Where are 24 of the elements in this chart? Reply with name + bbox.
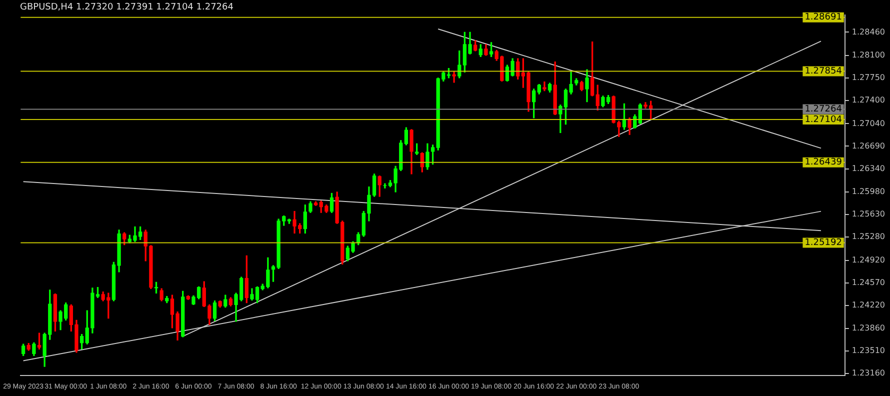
y-tick-label: 1.25630 (852, 210, 886, 219)
y-tick-label: 1.28100 (852, 50, 886, 60)
ref-line-label: 1.28691 (804, 12, 842, 23)
ref-line-label: 1.26439 (804, 158, 842, 168)
y-tick-label: 1.26690 (852, 141, 886, 150)
ref-line-label: 1.27264 (804, 104, 842, 115)
ref-line-label: 1.27854 (804, 66, 842, 77)
y-tick-label: 1.26340 (852, 164, 886, 173)
y-tick-label: 1.24570 (852, 278, 886, 287)
y-tick-label: 1.27750 (852, 73, 886, 82)
ref-line-label: 1.25192 (804, 238, 842, 248)
y-tick-label: 1.25280 (852, 232, 886, 242)
y-tick-label: 1.28460 (852, 27, 886, 36)
y-tick-label: 1.23860 (852, 324, 886, 333)
y-tick-label: 1.27040 (852, 118, 886, 128)
y-tick-label: 1.23160 (852, 368, 886, 378)
chart-title: GBPUSD,H4 1.27320 1.27391 1.27104 1.27264 (20, 2, 234, 13)
ref-line-label: 1.27104 (804, 114, 842, 125)
y-tick-label: 1.24920 (852, 255, 886, 264)
candlestick (452, 71, 456, 83)
y-tick-label: 1.25980 (852, 187, 886, 196)
y-tick-label: 1.27400 (852, 96, 886, 105)
y-tick-label: 1.24220 (852, 300, 886, 310)
y-tick-label: 1.23510 (852, 346, 886, 356)
